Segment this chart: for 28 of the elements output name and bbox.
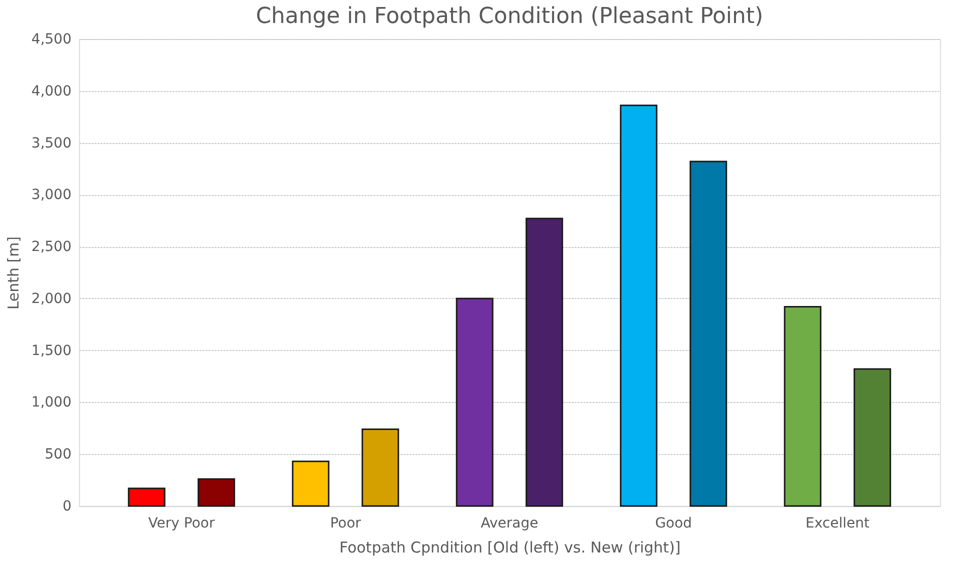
- bar: [620, 104, 658, 507]
- bar: [128, 488, 166, 507]
- y-tick-label: 4,000: [31, 83, 72, 100]
- bar: [784, 306, 822, 507]
- x-tick-label: Very Poor: [148, 516, 215, 532]
- bar: [526, 218, 564, 507]
- bar: [854, 368, 892, 507]
- chart-title: Change in Footpath Condition (Pleasant Point): [256, 4, 764, 29]
- bar: [690, 160, 728, 507]
- bar: [456, 298, 494, 507]
- x-axis-title: Footpath Cpndition [Old (left) vs. New (right)]: [339, 538, 681, 556]
- y-tick-label: 3,500: [31, 135, 72, 152]
- bar: [198, 478, 236, 507]
- x-tick-label: Average: [480, 516, 538, 532]
- y-tick-label: 2,000: [31, 290, 72, 307]
- x-tick-label: Excellent: [806, 516, 870, 532]
- y-tick-label: 0: [62, 498, 72, 514]
- y-tick-label: 500: [44, 446, 72, 463]
- y-tick-label: 4,500: [31, 32, 72, 48]
- y-tick-label: 2,500: [31, 239, 72, 256]
- x-tick-label: Good: [655, 516, 692, 532]
- y-tick-label: 3,000: [31, 187, 72, 204]
- y-axis-title: Lenth [m]: [4, 236, 22, 310]
- bar: [362, 428, 400, 507]
- y-tick-label: 1,000: [31, 394, 72, 411]
- x-tick-label: Poor: [330, 516, 362, 532]
- bar: [292, 460, 330, 507]
- y-tick-label: 1,500: [31, 342, 72, 359]
